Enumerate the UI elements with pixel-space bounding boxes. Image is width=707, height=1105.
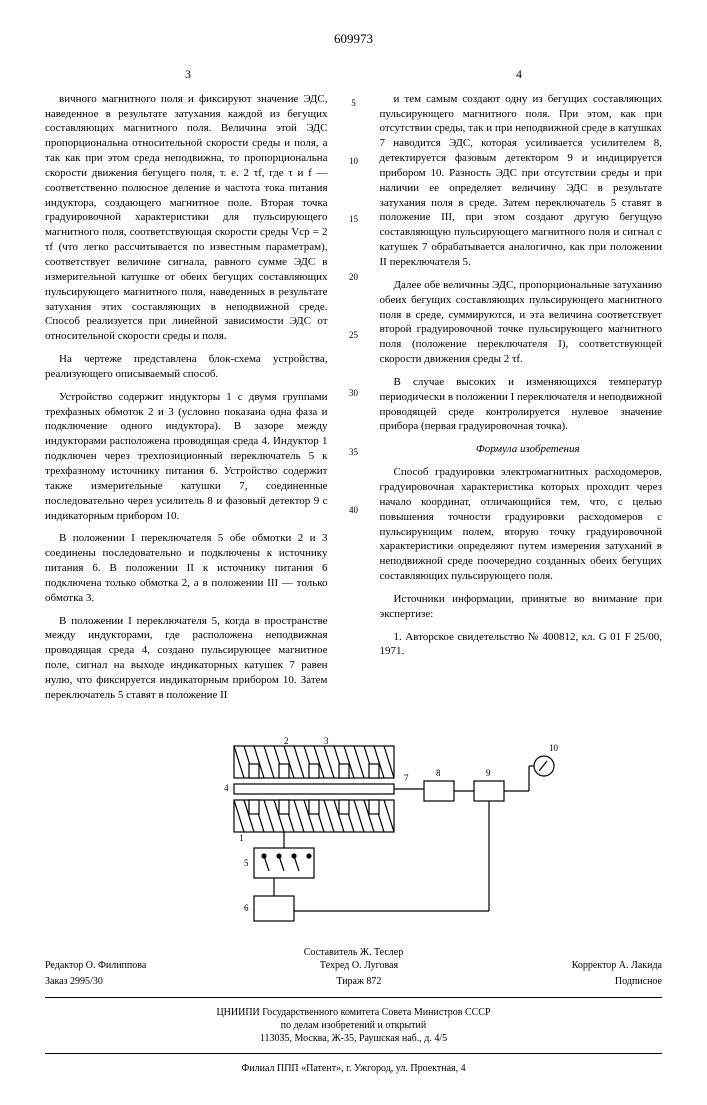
patent-number: 609973 xyxy=(45,30,662,48)
divider xyxy=(45,997,662,998)
circulation: Тираж 872 xyxy=(336,975,381,989)
compiler: Составитель Ж. Теслер xyxy=(45,946,662,959)
col2-p5: Источники информации, принятые во вниман… xyxy=(380,592,663,622)
col2-p6: 1. Авторское свидетельство № 400812, кл.… xyxy=(380,630,663,660)
column-left: вичного магнитного поля и фиксируют знач… xyxy=(45,92,328,711)
line-5: 5 xyxy=(351,97,356,109)
footer: Составитель Ж. Теслер Редактор О. Филипп… xyxy=(45,946,662,1075)
diagram-label-6: 6 xyxy=(244,903,249,913)
page-left: 3 xyxy=(185,66,191,82)
col2-p2: Далее обе величины ЭДС, пропорциональные… xyxy=(380,278,663,367)
col2-p3: В случае высоких и изменяющихся температ… xyxy=(380,375,663,434)
line-10: 10 xyxy=(349,155,358,167)
publisher-line2: по делам изобретений и открытий xyxy=(45,1019,662,1032)
diagram-label-5: 5 xyxy=(244,858,249,868)
col1-p3: Устройство содержит индукторы 1 с двумя … xyxy=(45,390,328,524)
line-20: 20 xyxy=(349,271,358,283)
col2-p4: Способ градуировки электромагнитных расх… xyxy=(380,465,663,584)
diagram-label-9: 9 xyxy=(486,768,491,778)
diagram-label-7: 7 xyxy=(404,773,409,783)
col1-p5: В положении I переключателя 5, когда в п… xyxy=(45,614,328,703)
diagram-label-10: 10 xyxy=(549,743,559,753)
col1-p2: На чертеже представлена блок-схема устро… xyxy=(45,352,328,382)
order: Заказ 2995/30 xyxy=(45,975,103,989)
publisher-line4: Филиал ППП «Патент», г. Ужгород, ул. Про… xyxy=(45,1062,662,1075)
publisher-line1: ЦНИИПИ Государственного комитета Совета … xyxy=(45,1006,662,1019)
formula-title: Формула изобретения xyxy=(380,442,663,457)
diagram-label-3: 3 xyxy=(324,736,329,746)
techred: Техред О. Луговая xyxy=(320,959,398,973)
column-right: и тем самым создают одну из бегущих сост… xyxy=(380,92,663,711)
page-numbers: 3 4 xyxy=(45,66,662,82)
col1-p1: вичного магнитного поля и фиксируют знач… xyxy=(45,92,328,344)
diagram-label-8: 8 xyxy=(436,768,441,778)
subscription: Подписное xyxy=(615,975,662,989)
publisher-line3: 113035, Москва, Ж-35, Раушская наб., д. … xyxy=(45,1032,662,1045)
col1-p4: В положении I переключателя 5 обе обмотк… xyxy=(45,531,328,605)
divider-2 xyxy=(45,1053,662,1054)
diagram-label-4: 4 xyxy=(224,783,229,793)
line-15: 15 xyxy=(349,213,358,225)
line-35: 35 xyxy=(349,446,358,458)
line-25: 25 xyxy=(349,329,358,341)
page-right: 4 xyxy=(516,66,522,82)
circuit-diagram: 4 1 2 3 7 8 9 10 5 6 xyxy=(134,736,574,926)
text-columns: вичного магнитного поля и фиксируют знач… xyxy=(45,92,662,711)
corrector: Корректор А. Лакида xyxy=(572,959,662,973)
editor: Редактор О. Филиппова xyxy=(45,959,146,973)
line-40: 40 xyxy=(349,504,358,516)
diagram-label-2: 2 xyxy=(284,736,289,746)
line-30: 30 xyxy=(349,387,358,399)
line-markers: 5 10 15 20 25 30 35 40 xyxy=(346,92,362,711)
col2-p1: и тем самым создают одну из бегущих сост… xyxy=(380,92,663,270)
diagram-label-1: 1 xyxy=(239,833,244,843)
